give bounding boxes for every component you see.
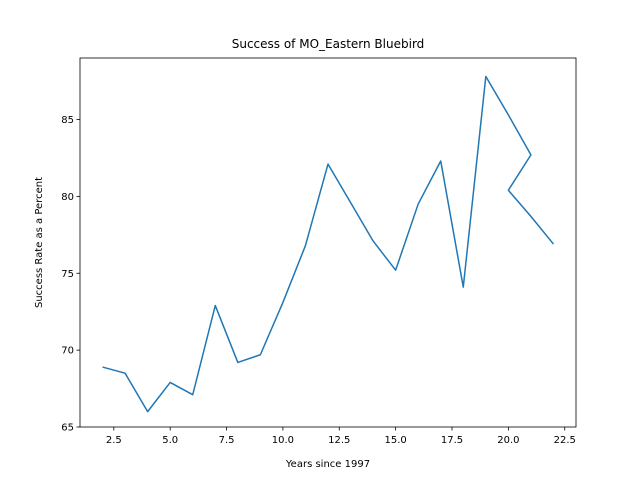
x-tick-label: 5.0 (162, 435, 178, 446)
x-axis-label: Years since 1997 (285, 459, 370, 470)
x-tick-label: 22.5 (554, 435, 576, 446)
y-axis: 65 70 75 80 85 (61, 115, 80, 434)
x-tick-label: 2.5 (106, 435, 122, 446)
y-tick-label: 65 (61, 423, 74, 434)
y-tick-label: 85 (61, 115, 74, 126)
x-tick-label: 12.5 (328, 435, 350, 446)
x-tick-label: 20.0 (497, 435, 519, 446)
x-tick-label: 15.0 (385, 435, 407, 446)
x-tick-label: 17.5 (441, 435, 463, 446)
series-line (102, 75, 555, 413)
plot-frame (79, 57, 577, 428)
y-tick-label: 75 (61, 269, 74, 280)
chart-title: Success of MO_Eastern Bluebird (232, 37, 425, 51)
x-axis: 2.5 5.0 7.5 10.0 12.5 15.0 17.5 20.0 22.5 (106, 427, 576, 446)
y-tick-label: 80 (61, 192, 74, 203)
x-tick-label: 7.5 (219, 435, 235, 446)
x-tick-label: 10.0 (272, 435, 294, 446)
y-tick-label: 70 (61, 346, 74, 357)
y-axis-label: Success Rate as a Percent (34, 177, 45, 308)
